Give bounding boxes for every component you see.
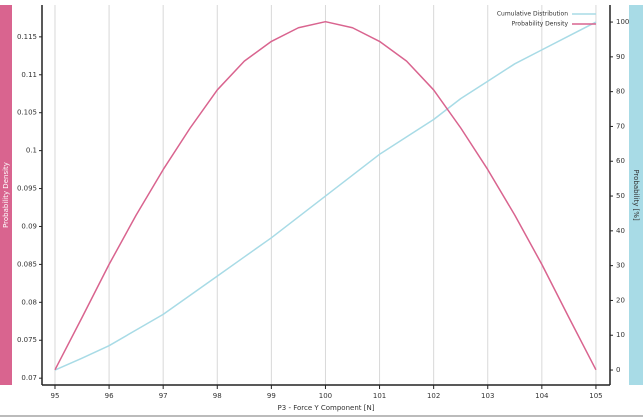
x-tick-label: 104 <box>535 392 549 400</box>
series-line <box>54 20 597 371</box>
y2-tick-label: 30 <box>616 262 625 270</box>
y-tick-label: 0.105 <box>17 109 37 117</box>
y-tick-label: 0.07 <box>21 374 37 382</box>
y2-tick-label: 40 <box>616 227 625 235</box>
x-tick-label: 101 <box>373 392 386 400</box>
y-tick-label: 0.09 <box>21 222 37 230</box>
series-line <box>54 21 597 371</box>
y2-tick-label: 10 <box>616 331 625 339</box>
y-tick-label: 0.11 <box>21 71 37 79</box>
y2-tick-label: 80 <box>616 88 625 96</box>
x-tick-label: 97 <box>159 392 168 400</box>
legend-label: Probability Density <box>512 21 569 28</box>
y-tick-label: 0.095 <box>17 185 37 193</box>
y2-tick-label: 90 <box>616 53 625 61</box>
x-tick-label: 98 <box>213 392 222 400</box>
x-tick-label: 96 <box>105 392 114 400</box>
x-tick-label: 99 <box>267 392 276 400</box>
y-tick-label: 0.085 <box>17 260 37 268</box>
right-axis-band <box>629 5 643 385</box>
x-tick-label: 100 <box>319 392 332 400</box>
y2-tick-label: 100 <box>616 18 629 26</box>
x-tick-label: 95 <box>51 392 60 400</box>
y2-tick-label: 20 <box>616 296 625 304</box>
y2-tick-label: 50 <box>616 192 625 200</box>
y2-axis-label: Probability [%] <box>632 169 640 221</box>
y-tick-label: 0.115 <box>17 33 37 41</box>
x-tick-label: 102 <box>427 392 440 400</box>
y-tick-label: 0.08 <box>21 298 37 306</box>
x-tick-label: 103 <box>481 392 494 400</box>
left-axis-band <box>0 5 12 385</box>
x-tick-label: 105 <box>589 392 602 400</box>
y2-tick-label: 0 <box>616 366 620 374</box>
y2-tick-label: 70 <box>616 122 625 130</box>
y-tick-label: 0.1 <box>26 147 37 155</box>
y-axis-label: Probability Density <box>2 162 10 228</box>
y2-tick-label: 60 <box>616 157 625 165</box>
y-tick-label: 0.075 <box>17 336 37 344</box>
x-axis-label: P3 - Force Y Component [N] <box>278 404 375 412</box>
legend-label: Cumulative Distribution <box>497 11 568 18</box>
